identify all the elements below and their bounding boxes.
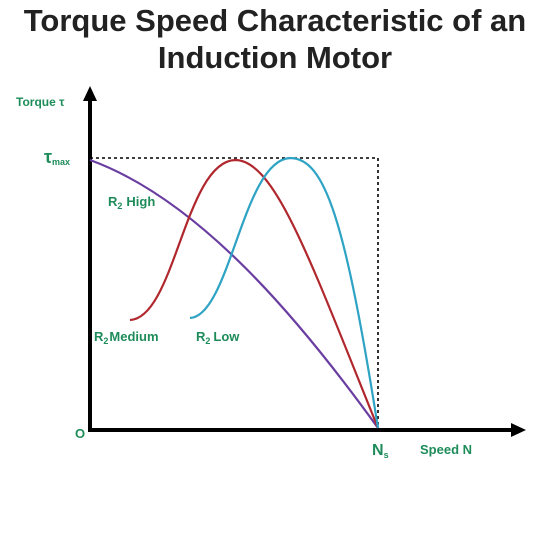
curve-r2-medium	[129, 158, 380, 429]
curve-label-text: Low	[213, 329, 240, 344]
x-axis-arrow-icon	[511, 423, 526, 437]
title-line-1: Torque Speed Characteristic of an	[23, 3, 527, 38]
r-subscript: 2	[205, 336, 210, 346]
ns-symbol: N	[372, 442, 384, 459]
label-r2-high: R2 High	[108, 194, 155, 211]
r-subscript: 2	[117, 201, 122, 211]
origin-label: O	[75, 426, 85, 441]
ns-label: Ns	[372, 442, 389, 460]
ns-subscript: s	[384, 450, 389, 460]
r-subscript: 2	[103, 336, 108, 346]
tmax-symbol: τ	[44, 147, 52, 167]
curve-r2-high	[89, 158, 379, 429]
chart-title: Torque Speed Characteristic of an Induct…	[0, 2, 550, 76]
r-symbol: R	[94, 329, 104, 344]
r-symbol: R	[196, 329, 206, 344]
x-axis-label: Speed N	[420, 442, 472, 457]
label-r2-medium: R2Medium	[94, 329, 159, 346]
label-r2-low: R2 Low	[196, 329, 240, 346]
y-axis-arrow-icon	[83, 86, 97, 101]
curve-label-text: Medium	[109, 329, 158, 344]
curve-label-text: High	[126, 194, 155, 209]
curve-r2-low	[189, 156, 380, 429]
title-line-2: Induction Motor	[157, 40, 393, 75]
y-axis-label: Torque τ	[16, 95, 65, 109]
tmax-label: τmax	[44, 147, 70, 167]
r-symbol: R	[108, 194, 118, 209]
tmax-subscript: max	[52, 157, 70, 167]
